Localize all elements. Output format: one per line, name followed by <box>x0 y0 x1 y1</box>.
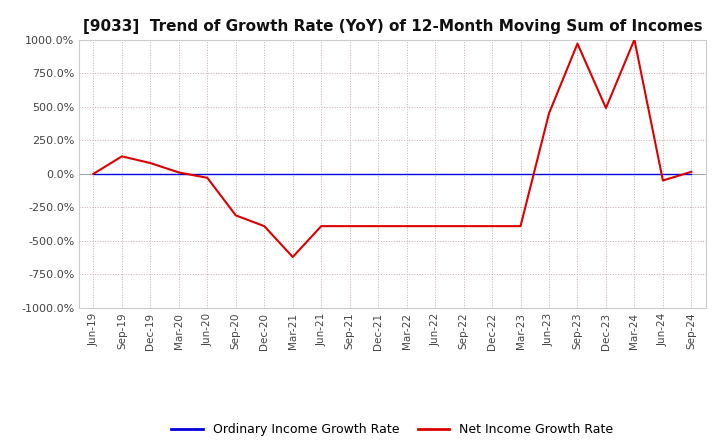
Legend: Ordinary Income Growth Rate, Net Income Growth Rate: Ordinary Income Growth Rate, Net Income … <box>166 418 618 440</box>
Title: [9033]  Trend of Growth Rate (YoY) of 12-Month Moving Sum of Incomes: [9033] Trend of Growth Rate (YoY) of 12-… <box>83 19 702 34</box>
